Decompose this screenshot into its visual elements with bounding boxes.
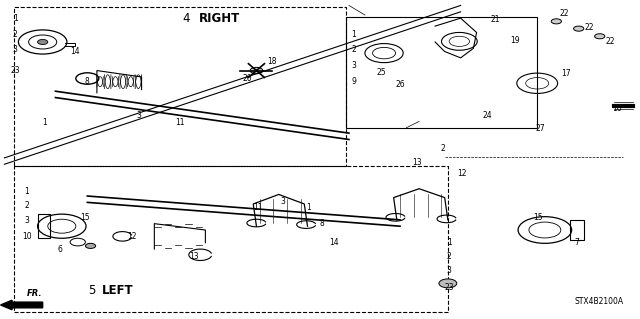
Text: 1: 1 <box>352 30 356 39</box>
Circle shape <box>439 279 457 288</box>
Text: 23: 23 <box>10 66 20 75</box>
Text: 1: 1 <box>307 203 311 212</box>
Text: 8: 8 <box>85 77 90 86</box>
Text: 20: 20 <box>242 74 252 83</box>
Text: 3: 3 <box>447 265 452 275</box>
Text: RIGHT: RIGHT <box>199 12 240 25</box>
Text: 12: 12 <box>457 169 467 178</box>
Text: 2: 2 <box>13 30 18 39</box>
Text: 13: 13 <box>189 252 198 261</box>
Text: 3: 3 <box>13 45 18 55</box>
Text: 7: 7 <box>574 238 579 247</box>
Text: 1: 1 <box>42 117 47 127</box>
Circle shape <box>85 243 95 249</box>
Text: 1: 1 <box>24 187 29 196</box>
Text: 26: 26 <box>395 80 405 89</box>
Text: 8: 8 <box>319 219 324 228</box>
Bar <box>346 17 537 128</box>
Bar <box>38 214 50 238</box>
Circle shape <box>595 34 605 39</box>
Text: 2: 2 <box>440 144 445 153</box>
Bar <box>570 220 584 240</box>
Text: 24: 24 <box>483 111 492 120</box>
Text: 1: 1 <box>13 14 18 23</box>
Text: STX4B2100A: STX4B2100A <box>574 297 623 306</box>
Text: LEFT: LEFT <box>102 284 134 297</box>
Text: 3: 3 <box>281 197 285 206</box>
Text: 15: 15 <box>534 213 543 222</box>
Text: 2: 2 <box>24 201 29 210</box>
Text: 2: 2 <box>447 252 452 261</box>
Text: 3: 3 <box>351 61 356 70</box>
Text: 17: 17 <box>561 69 571 78</box>
Text: 16: 16 <box>612 104 622 113</box>
Circle shape <box>573 26 584 31</box>
Text: 10: 10 <box>22 232 31 241</box>
Text: 6: 6 <box>58 245 62 254</box>
FancyArrow shape <box>1 300 43 310</box>
Text: 13: 13 <box>412 158 422 167</box>
Circle shape <box>551 19 561 24</box>
Text: 14: 14 <box>70 47 79 56</box>
Bar <box>14 7 346 166</box>
Text: 3: 3 <box>136 111 141 120</box>
Circle shape <box>250 67 263 74</box>
Text: 4: 4 <box>182 12 189 25</box>
Text: 22: 22 <box>559 9 569 18</box>
Text: 25: 25 <box>376 68 386 77</box>
Text: 15: 15 <box>81 213 90 222</box>
Text: 2: 2 <box>352 45 356 55</box>
Text: 11: 11 <box>175 117 184 127</box>
Bar <box>14 166 448 312</box>
Text: FR.: FR. <box>27 289 42 298</box>
Text: 14: 14 <box>330 238 339 247</box>
Text: 19: 19 <box>510 36 520 45</box>
Text: 1: 1 <box>447 238 452 247</box>
Circle shape <box>38 40 48 45</box>
Text: 22: 22 <box>585 23 595 32</box>
Text: 3: 3 <box>24 216 29 225</box>
Text: 27: 27 <box>536 124 545 133</box>
Text: 11: 11 <box>253 203 262 212</box>
Text: 21: 21 <box>491 15 500 24</box>
Text: 23: 23 <box>444 283 454 292</box>
Text: 9: 9 <box>351 77 356 86</box>
Text: 18: 18 <box>268 56 277 65</box>
Text: 22: 22 <box>606 38 615 47</box>
Text: 5: 5 <box>88 284 95 297</box>
Text: 12: 12 <box>127 232 137 241</box>
